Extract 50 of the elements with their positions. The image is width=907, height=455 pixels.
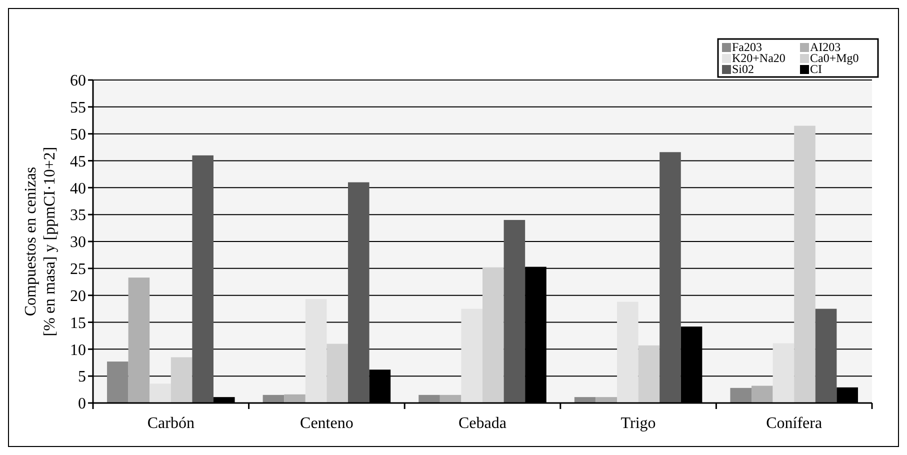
bar [815, 308, 837, 403]
bar [192, 155, 214, 403]
bar [284, 394, 306, 403]
y-tick-label: 30 [70, 234, 86, 252]
bar [305, 299, 327, 403]
x-tick-label: Conífera [766, 415, 822, 432]
y-tick-label: 50 [70, 126, 86, 144]
legend-label: AI203 [810, 40, 841, 54]
bar [574, 397, 596, 403]
x-tick-label: Carbón [147, 415, 194, 432]
bar [617, 302, 638, 403]
y-tick-label: 10 [70, 342, 86, 359]
legend-label: K20+Na20 [732, 51, 786, 65]
x-tick-label: Centeno [300, 415, 354, 432]
y-tick-label: 35 [70, 207, 86, 224]
bar [170, 357, 192, 403]
legend-label: CI [810, 62, 822, 76]
bar [752, 386, 773, 403]
y-axis-title: Compuestos en cenizas [% en masa] y [ppmCI·10+2] [22, 146, 59, 336]
bar [638, 345, 660, 403]
y-tick-label: 60 [70, 72, 86, 90]
legend-label: Fa203 [732, 40, 762, 54]
y-tick-label: 45 [70, 153, 86, 170]
bar [440, 394, 462, 403]
bar [348, 182, 370, 403]
y-tick-label: 55 [70, 100, 86, 117]
bar [418, 394, 440, 403]
bar [504, 220, 526, 403]
bar [107, 362, 128, 403]
bar [262, 394, 284, 403]
bar [596, 397, 618, 403]
y-tick-label: 5 [78, 368, 86, 386]
bar [794, 126, 816, 403]
bar [482, 267, 504, 403]
bar [150, 384, 171, 403]
y-tick-label: 20 [70, 288, 86, 305]
y-tick-label: 40 [70, 180, 86, 198]
bar [660, 152, 681, 403]
legend-label: Si02 [732, 62, 754, 76]
bar [730, 388, 752, 403]
bar [128, 278, 150, 403]
legend-label: Ca0+Mg0 [810, 51, 859, 65]
bar [461, 308, 482, 403]
y-tick-label: 0 [78, 396, 86, 413]
bar [772, 343, 794, 403]
x-tick-label: Cebada [458, 415, 506, 432]
y-tick-label: 15 [70, 314, 86, 332]
x-tick-label: Trigo [620, 415, 656, 432]
y-tick-label: 25 [70, 261, 86, 278]
bar [326, 344, 348, 403]
